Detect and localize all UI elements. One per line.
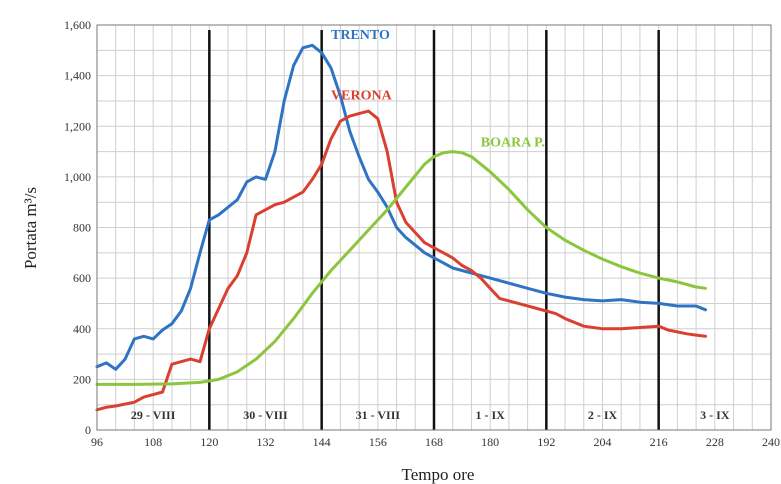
plot-frame: [96, 24, 772, 431]
x-tick-label: 168: [425, 435, 443, 449]
y-tick-label: 1,200: [64, 119, 91, 133]
x-tick-label: 144: [313, 435, 331, 449]
series-lines: [95, 43, 707, 412]
tick-labels: 96 108 120 132 144 156 168 180 192 204 216 228 240 0 2…: [64, 18, 780, 449]
x-tick-label: 120: [200, 435, 218, 449]
y-tick-label: 1,600: [64, 18, 91, 32]
x-tick-label: 216: [650, 435, 668, 449]
day-label: 1 - IX: [475, 408, 505, 422]
y-tick-label: 800: [73, 221, 91, 235]
day-separators: [208, 30, 660, 430]
day-label: 2 - IX: [588, 408, 618, 422]
y-tick-label: 200: [73, 372, 91, 386]
x-tick-label: 132: [257, 435, 275, 449]
plot-border: [96, 24, 772, 431]
day-label: 3 - IX: [700, 408, 730, 422]
series-label: VERONA: [331, 89, 393, 104]
y-axis-label: Portata m³/s: [21, 187, 40, 269]
series-labels: TRENTO VERONA BOARA P.: [331, 28, 545, 151]
series-line-verona: [95, 109, 707, 412]
series-label: TRENTO: [331, 28, 390, 43]
x-tick-label: 204: [594, 435, 612, 449]
x-tick-label: 180: [481, 435, 499, 449]
x-tick-label: 240: [762, 435, 780, 449]
x-tick-label: 156: [369, 435, 387, 449]
day-labels: 29 - VIII 30 - VIII 31 - VIII 1 - IX 2 - IX 3…: [131, 408, 730, 422]
x-tick-label: 192: [537, 435, 555, 449]
x-tick-label: 228: [706, 435, 724, 449]
y-tick-label: 1,400: [64, 69, 91, 83]
series-label: BOARA P.: [481, 136, 545, 151]
x-tick-label: 108: [144, 435, 162, 449]
day-label: 29 - VIII: [131, 408, 176, 422]
x-axis-label: Tempo ore: [402, 465, 475, 484]
y-tick-label: 400: [73, 322, 91, 336]
y-tick-label: 600: [73, 271, 91, 285]
day-label: 30 - VIII: [243, 408, 288, 422]
y-tick-label: 1,000: [64, 170, 91, 184]
x-tick-label: 96: [91, 435, 103, 449]
day-label: 31 - VIII: [356, 408, 401, 422]
series-line-boara-p: [95, 150, 707, 386]
y-tick-label: 0: [85, 423, 91, 437]
series-line-trento: [95, 43, 707, 371]
